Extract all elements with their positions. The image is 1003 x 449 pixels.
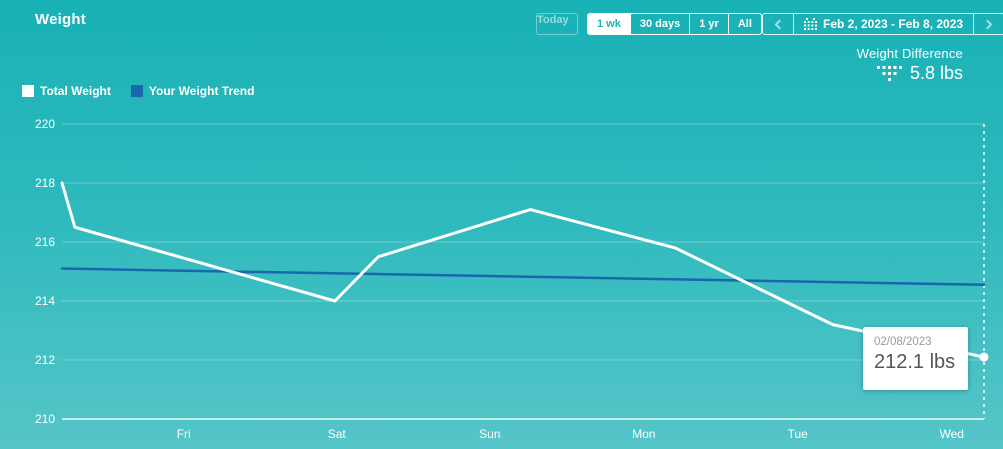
x-axis-label: Wed <box>939 427 964 441</box>
weight-difference-value: 5.8 lbs <box>909 63 963 83</box>
x-axis-label: Mon <box>632 427 656 441</box>
x-axis-label: Tue <box>787 427 808 441</box>
tooltip: 02/08/2023 212.1 lbs <box>863 327 968 390</box>
legend-label-weight-trend: Your Weight Trend <box>148 84 255 98</box>
weight-difference-label: Weight Difference <box>856 46 963 61</box>
chart-legend: Total Weight Your Weight Trend <box>22 84 254 98</box>
scale-dots-icon <box>876 66 902 81</box>
x-axis-label: Sun <box>479 427 501 441</box>
today-button[interactable]: Today <box>536 13 578 35</box>
range-button-1wk[interactable]: 1 wk <box>588 14 630 34</box>
total-weight-swatch <box>22 85 34 97</box>
last-point-marker <box>979 352 989 362</box>
date-range-label: Feb 2, 2023 - Feb 8, 2023 <box>823 17 964 31</box>
y-axis-label: 218 <box>34 176 55 190</box>
tooltip-date: 02/08/2023 <box>874 336 932 348</box>
legend-label-total-weight: Total Weight <box>40 84 111 98</box>
range-selector: 1 wk 30 days 1 yr All <box>587 13 762 35</box>
range-button-1yr[interactable]: 1 yr <box>689 14 728 34</box>
calendar-icon <box>804 18 817 30</box>
x-axis-label: Fri <box>176 427 191 441</box>
trend-line <box>60 267 986 287</box>
legend-item-total-weight: Total Weight <box>22 84 111 98</box>
range-button-all[interactable]: All <box>727 14 761 34</box>
legend-item-weight-trend: Your Weight Trend <box>130 84 255 98</box>
x-axis-label: Sat <box>327 427 346 441</box>
y-axis-label: 216 <box>34 235 55 249</box>
weight-difference: Weight Difference 5.8 lbs <box>857 46 963 84</box>
tooltip-value: 212.1 lbs <box>874 351 956 373</box>
date-navigation: Feb 2, 2023 - Feb 8, 2023 <box>762 13 1003 35</box>
weight-line <box>60 181 986 359</box>
range-button-30days[interactable]: 30 days <box>629 14 689 34</box>
y-axis-label: 220 <box>34 117 55 131</box>
weight-trend-swatch <box>130 85 143 97</box>
page-title: Weight <box>35 11 86 28</box>
date-range-button[interactable]: Feb 2, 2023 - Feb 8, 2023 <box>793 14 975 34</box>
y-axis-label: 214 <box>34 294 55 308</box>
y-axis-label: 210 <box>34 412 55 426</box>
y-axis-label: 212 <box>34 353 55 367</box>
